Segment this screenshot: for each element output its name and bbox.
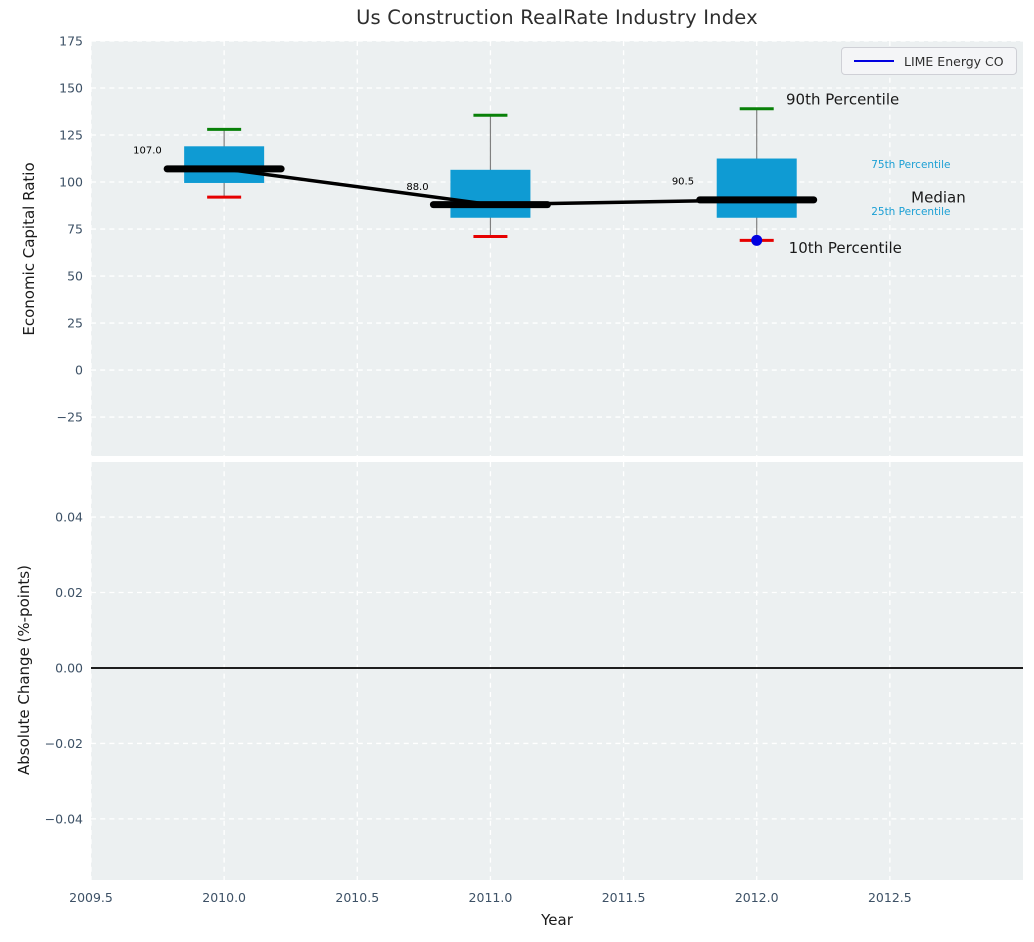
median-value-label: 90.5 (672, 177, 694, 188)
y-tick-label-top: 175 (59, 34, 83, 49)
y-tick-label-top: 150 (59, 81, 83, 96)
y-tick-label-top: 75 (67, 222, 83, 237)
y-tick-label-bottom: 0.04 (55, 510, 83, 525)
x-tick-label: 2010.0 (202, 890, 246, 905)
chart-title: Us Construction RealRate Industry Index (356, 6, 758, 29)
y-tick-label-top: 0 (75, 363, 83, 378)
x-tick-label: 2010.5 (335, 890, 379, 905)
x-tick-label: 2012.0 (735, 890, 779, 905)
y-tick-label-bottom: 0.02 (55, 585, 83, 600)
legend: LIME Energy CO (841, 47, 1017, 75)
y-axis-label-bottom: Absolute Change (%-points) (15, 565, 33, 775)
y-tick-label-top: −25 (57, 410, 83, 425)
x-tick-label: 2011.5 (602, 890, 646, 905)
percentile-label: 90th Percentile (786, 91, 899, 109)
legend-line-swatch (854, 59, 894, 63)
legend-label: LIME Energy CO (904, 53, 1004, 69)
x-axis-label: Year (541, 911, 573, 929)
iqr-box (716, 158, 797, 218)
percentile-label: 25th Percentile (871, 206, 950, 218)
y-axis-label-top: Economic Capital Ratio (20, 162, 38, 336)
y-tick-label-bottom: −0.04 (45, 811, 83, 826)
y-tick-label-bottom: −0.02 (45, 736, 83, 751)
y-tick-label-top: 125 (59, 128, 83, 143)
top-plot-area (91, 41, 1023, 456)
y-tick-label-top: 50 (67, 269, 83, 284)
iqr-box (450, 169, 531, 218)
percentile-label: 10th Percentile (789, 239, 902, 257)
company-point (751, 234, 763, 246)
iqr-box (184, 146, 265, 183)
bottom-plot-area (91, 462, 1023, 880)
y-tick-label-top: 100 (59, 175, 83, 190)
x-tick-label: 2012.5 (868, 890, 912, 905)
median-value-label: 107.0 (133, 146, 162, 157)
median-value-label: 88.0 (406, 182, 428, 193)
y-tick-label-top: 25 (67, 316, 83, 331)
percentile-label: Median (911, 188, 966, 206)
x-tick-label: 2011.0 (469, 890, 513, 905)
x-tick-label: 2009.5 (69, 890, 113, 905)
y-tick-label-bottom: 0.00 (55, 660, 83, 675)
percentile-label: 75th Percentile (871, 159, 950, 171)
